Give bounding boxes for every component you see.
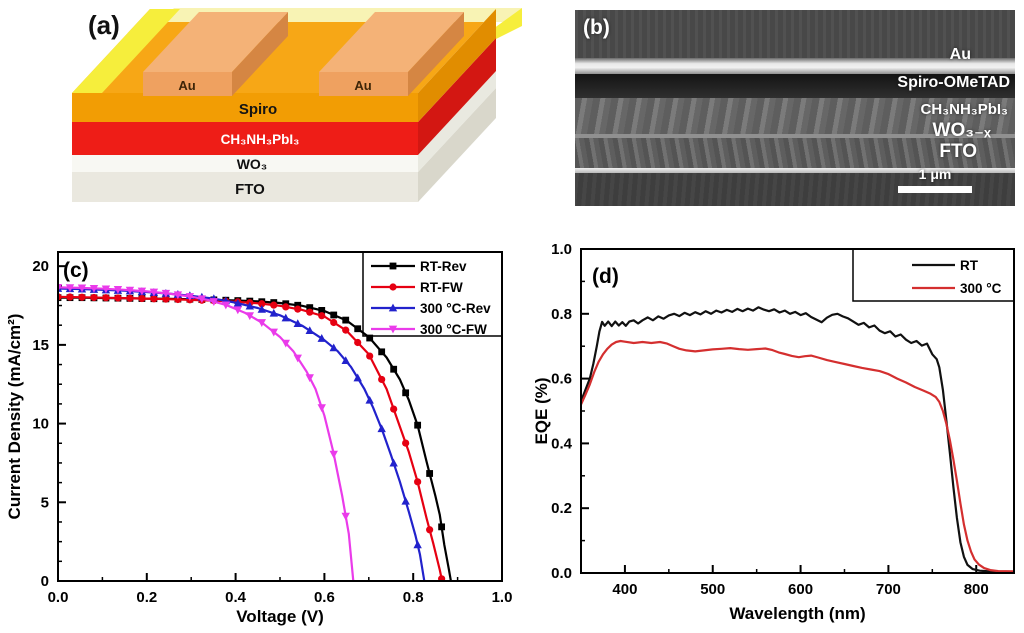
- sem-perovskite-annotation: CH₃NH₃PbI₃: [920, 101, 1008, 118]
- eqe-series-RT: [581, 306, 1014, 573]
- jv-legend: RT-Rev RT-FW 300 °C-Rev 300 °C-FW: [362, 251, 503, 337]
- sem-background-texture: [575, 10, 1015, 62]
- au-electrode-2: Au: [319, 12, 464, 96]
- perovskite-label: CH₃NH₃PbI₃: [221, 132, 300, 147]
- panel-a-letter: (a): [88, 10, 120, 40]
- fto-label: FTO: [235, 181, 265, 198]
- jv-panel-letter: (c): [63, 259, 89, 282]
- spiro-side-face: [418, 9, 496, 122]
- perovskite-front-face: [72, 122, 418, 155]
- device-schematic-panel: Au Au Spiro CH₃NH₃PbI₃ WO₃ FTO (a): [72, 8, 522, 202]
- eqe-xtick-label: 500: [700, 581, 725, 598]
- eqe-ytick-label: 0.4: [551, 435, 573, 452]
- au1-top-face: [143, 12, 288, 72]
- sem-wo3x-annotation: WO₃₋ₓ: [932, 120, 991, 141]
- spiro-label: Spiro: [239, 101, 277, 118]
- spiro-front-face: [72, 93, 418, 122]
- eqe-ylabel: EQE (%): [532, 377, 551, 444]
- sem-image-panel: (b) Au Spiro-OMeTAD CH₃NH₃PbI₃ WO₃₋ₓ FTO…: [575, 10, 1015, 206]
- jv-legend-label: 300 °C-FW: [420, 322, 487, 337]
- sem-fto-annotation: FTO: [939, 141, 977, 162]
- eqe-ytick-label: 0.6: [551, 371, 572, 388]
- jv-xtick-label: 0.2: [136, 589, 157, 606]
- eqe-xlabel: Wavelength (nm): [729, 604, 865, 623]
- jv-series-300 °C-FW: [58, 284, 355, 581]
- eqe-legend: RT 300 °C: [852, 248, 1015, 302]
- eqe-ytick-label: 0.8: [551, 306, 572, 323]
- jv-legend-label: RT-Rev: [420, 259, 467, 274]
- jv-ytick-label: 15: [32, 337, 49, 354]
- jv-xtick-label: 0.4: [225, 589, 247, 606]
- au-electrode-1: Au: [143, 12, 288, 96]
- jv-ylabel: Current Density (mA/cm²): [5, 314, 24, 520]
- scale-bar-label: 1 μm: [918, 166, 952, 182]
- eqe-xtick-label: 700: [876, 581, 901, 598]
- sem-fto-grain-layer: [575, 138, 1015, 168]
- au2-top-face: [319, 12, 464, 72]
- jv-xtick-label: 0.0: [48, 589, 69, 606]
- jv-legend-label: 300 °C-Rev: [420, 301, 491, 316]
- au1-label: Au: [178, 78, 195, 93]
- jv-ytick-label: 0: [41, 573, 49, 590]
- sem-perovskite-layer: [575, 98, 1015, 134]
- jv-ytick-label: 5: [41, 494, 49, 511]
- jv-xtick-label: 0.8: [403, 589, 424, 606]
- eqe-axis-ticks: [580, 248, 978, 574]
- au1-front-face: [143, 72, 232, 96]
- jv-series-300 °C-Rev: [58, 284, 426, 581]
- sem-spiro-annotation: Spiro-OMeTAD: [897, 74, 1010, 91]
- jv-series-RT-Rev: [58, 294, 452, 581]
- wo3-label: WO₃: [237, 156, 268, 172]
- perovskite-side-face: [418, 38, 496, 155]
- eqe-xtick-label: 800: [964, 581, 989, 598]
- eqe-chart: 400 500 600 700 800 0.0 0.2 0.4 0.6 0.8 1.0 Wavelen…: [532, 241, 1015, 623]
- jv-ytick-label: 20: [32, 258, 49, 275]
- jv-xtick-label: 1.0: [492, 589, 513, 606]
- sem-au-layer: [575, 58, 1015, 74]
- jv-chart: 0.0 0.2 0.4 0.6 0.8 1.0 0 5 10 15 20 Voltage (V) Cur…: [5, 251, 513, 626]
- eqe-xtick-label: 400: [612, 581, 637, 598]
- eqe-series-300 °C: [581, 339, 1014, 573]
- eqe-plot-frame: [580, 248, 1015, 574]
- eqe-legend-label: RT: [960, 258, 979, 273]
- wo3-side-face: [418, 71, 496, 172]
- sem-au-annotation: Au: [949, 46, 971, 63]
- eqe-panel-letter: (d): [592, 265, 619, 288]
- jv-series-RT-FW: [58, 293, 446, 581]
- glass-left-face: [72, 9, 180, 93]
- eqe-ytick-label: 0.0: [551, 565, 572, 582]
- jv-plot-frame: [57, 251, 503, 582]
- eqe-xtick-label: 600: [788, 581, 813, 598]
- au2-side-face: [408, 12, 464, 96]
- fto-front-face: [72, 172, 418, 202]
- jv-legend-label: RT-FW: [420, 280, 463, 295]
- jv-ytick-label: 10: [32, 416, 49, 433]
- jv-xtick-label: 0.6: [314, 589, 335, 606]
- sem-bottom-bright-line: [575, 168, 1015, 173]
- au2-label: Au: [354, 78, 371, 93]
- au1-side-face: [232, 12, 288, 96]
- au2-front-face: [319, 72, 408, 96]
- fto-side-face: [418, 88, 496, 202]
- panel-b-letter: (b): [583, 16, 610, 39]
- sem-interface-line: [575, 134, 1015, 138]
- wo3-front-face: [72, 155, 418, 172]
- jv-xlabel: Voltage (V): [236, 607, 324, 626]
- eqe-ytick-label: 0.2: [551, 500, 572, 517]
- eqe-legend-label: 300 °C: [960, 281, 1002, 296]
- eqe-ytick-label: 1.0: [551, 241, 572, 258]
- scale-bar: [898, 186, 972, 193]
- sem-spiro-layer: [575, 74, 1015, 98]
